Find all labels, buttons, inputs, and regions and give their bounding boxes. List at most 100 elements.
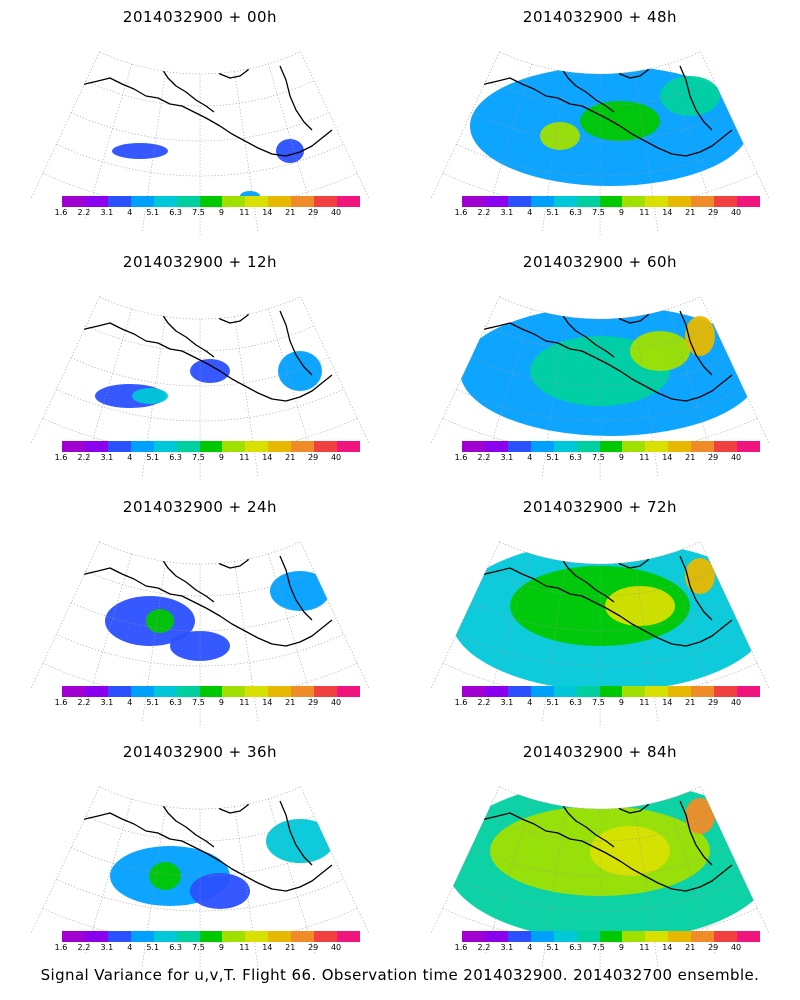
panel-title: 2014032900 + 60h [522, 253, 678, 271]
variance-field [445, 786, 770, 941]
variance-contour [146, 609, 174, 633]
colorbar-tick-label: 6.3 [169, 453, 182, 462]
panel-title: 2014032900 + 84h [522, 743, 678, 761]
colorbar-tick-label: 4 [127, 208, 133, 217]
variance-contour [685, 558, 715, 594]
colorbar-tick-label: 21 [285, 698, 296, 707]
colorbar-tick-label: 7.5 [592, 943, 605, 952]
colorbar-tick-label: 21 [285, 453, 296, 462]
colorbar-tick-label: 1.6 [454, 943, 468, 952]
colorbar-swatch [107, 196, 131, 207]
colorbar-tick-label: 11 [239, 453, 250, 462]
colorbar-tick-label: 1.6 [54, 208, 68, 217]
colorbar-tick-label: 9 [218, 453, 224, 462]
variance-contour [278, 351, 322, 391]
colorbar-swatch [737, 196, 760, 207]
colorbar-tick-label: 3.1 [100, 698, 114, 707]
colorbar-swatch [576, 686, 600, 697]
colorbar-swatch [462, 196, 485, 207]
colorbar-swatch [691, 686, 715, 697]
colorbar-tick-label: 11 [639, 943, 650, 952]
colorbar-tick-label: 29 [708, 698, 719, 707]
colorbar-tick-label: 29 [708, 453, 719, 462]
colorbar-swatch [245, 686, 269, 697]
colorbar-swatch [484, 441, 508, 452]
map-panel-36h: 2014032900 + 36h 1.6 2.2 3.1 4 5.1 6.3 7.5 9 11 1… [0, 735, 400, 980]
colorbar-swatch [245, 196, 269, 207]
colorbar-swatch [245, 931, 269, 942]
colorbar-swatch [62, 686, 85, 697]
colorbar-swatch [176, 686, 200, 697]
map-panel-24h: 2014032900 + 24h 1.6 2.2 3.1 4 5.1 6.3 7.5 9 11 1… [0, 490, 400, 735]
colorbar-swatch [268, 931, 292, 942]
colorbar-labels: 1.6 2.2 3.1 4 5.1 6.3 7.5 9 11 14 21 29 40 [455, 943, 760, 953]
map-panel-12h: 2014032900 + 12h 1.6 2.2 3.1 4 5.1 6.3 7.5 9 11 1… [0, 245, 400, 490]
colorbar-tick-label: 4 [527, 453, 533, 462]
colorbar-tick-label: 14 [662, 208, 673, 217]
colorbar-tick-label: 29 [708, 943, 719, 952]
colorbar-tick-label: 7.5 [192, 943, 205, 952]
colorbar-tick-label: 21 [685, 698, 696, 707]
colorbar-swatch [576, 931, 600, 942]
colorbar-swatch [337, 931, 360, 942]
colorbar-tick-label: 14 [262, 453, 273, 462]
coastline [430, 51, 733, 157]
colorbar-swatch [622, 931, 646, 942]
colorbar-swatch [622, 686, 646, 697]
colorbar-swatch [268, 441, 292, 452]
colorbar-tick-label: 14 [262, 208, 273, 217]
colorbar-swatch [107, 441, 131, 452]
panel-title: 2014032900 + 12h [122, 253, 278, 271]
variance-field [112, 139, 304, 201]
colorbar-tick-label: 1.6 [54, 453, 68, 462]
forecast-map [30, 786, 370, 972]
colorbar [462, 196, 760, 207]
variance-contour [149, 862, 181, 890]
colorbar-tick-label: 2.2 [77, 943, 91, 952]
colorbar-labels: 1.6 2.2 3.1 4 5.1 6.3 7.5 9 11 14 21 29 40 [55, 943, 360, 953]
colorbar-swatch [691, 931, 715, 942]
colorbar-swatch [645, 196, 669, 207]
colorbar-tick-label: 2.2 [477, 453, 491, 462]
colorbar-swatch [337, 196, 360, 207]
colorbar-swatch [222, 441, 246, 452]
colorbar-swatch [153, 441, 177, 452]
colorbar-tick-label: 11 [239, 943, 250, 952]
colorbar-tick-label: 29 [308, 453, 319, 462]
colorbar [462, 441, 760, 452]
variance-contour [112, 143, 168, 159]
colorbar-swatch [199, 441, 223, 452]
colorbar-tick-label: 6.3 [169, 943, 182, 952]
colorbar-tick-label: 21 [685, 208, 696, 217]
colorbar-swatch [153, 931, 177, 942]
colorbar-tick-label: 6.3 [169, 698, 182, 707]
colorbar-swatch [576, 441, 600, 452]
colorbar-swatch [337, 441, 360, 452]
colorbar-labels: 1.6 2.2 3.1 4 5.1 6.3 7.5 9 11 14 21 29 40 [55, 698, 360, 708]
colorbar-tick-label: 1.6 [454, 453, 468, 462]
colorbar-swatch [268, 196, 292, 207]
colorbar-tick-label: 3.1 [500, 208, 514, 217]
colorbar-tick-label: 3.1 [500, 453, 514, 462]
forecast-map [430, 51, 770, 237]
colorbar-tick-label: 21 [285, 943, 296, 952]
colorbar-swatch [668, 686, 692, 697]
colorbar-tick-label: 6.3 [569, 698, 582, 707]
colorbar-swatch [530, 931, 554, 942]
colorbar-tick-label: 5.1 [546, 208, 560, 217]
colorbar-swatch [714, 441, 738, 452]
variance-contour [580, 101, 660, 141]
colorbar [462, 686, 760, 697]
variance-field [450, 541, 770, 691]
colorbar-tick-label: 7.5 [192, 698, 205, 707]
colorbar-swatch [84, 441, 108, 452]
coastline [30, 296, 333, 402]
colorbar-tick-label: 11 [239, 698, 250, 707]
coastline [30, 786, 333, 892]
colorbar-tick-label: 4 [127, 943, 133, 952]
colorbar-swatch [737, 441, 760, 452]
colorbar-tick-label: 1.6 [54, 698, 68, 707]
colorbar-swatch [553, 441, 577, 452]
graticule [430, 296, 770, 482]
coastline [430, 786, 733, 892]
